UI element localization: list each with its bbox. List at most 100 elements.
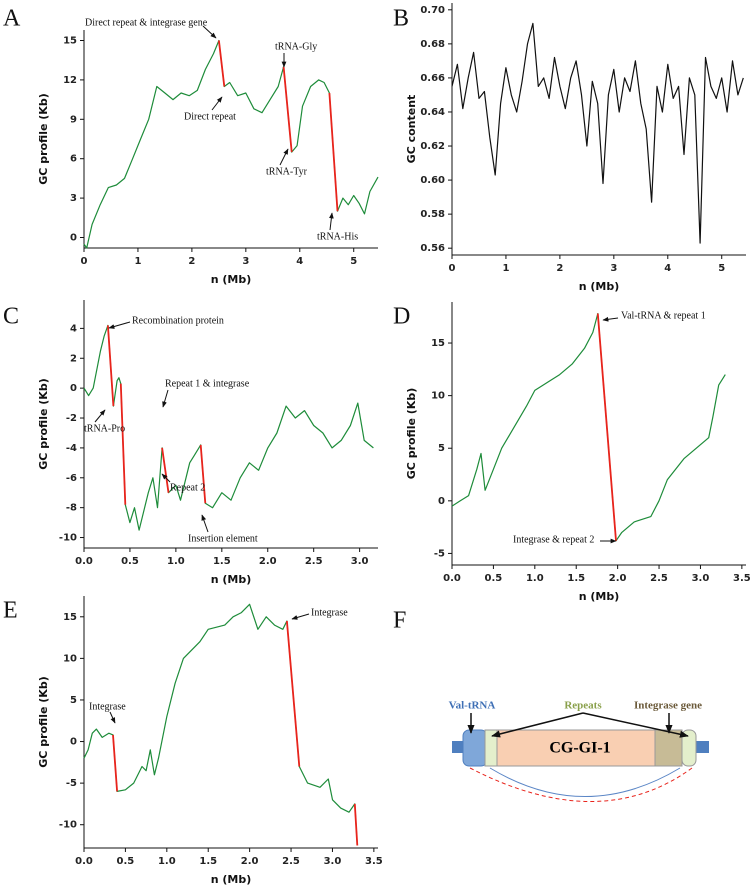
- annotation: Integrase: [89, 701, 126, 712]
- annotation: Repeat 1 & integrase: [165, 378, 250, 389]
- y-tick-label: 0: [438, 496, 445, 507]
- x-tick-label: 2: [188, 256, 195, 267]
- x-tick-label: 0.5: [485, 573, 503, 584]
- x-tick-label: 3: [610, 263, 617, 274]
- y-tick-label: 15: [431, 338, 445, 349]
- annotation: tRNA-Tyr: [266, 166, 308, 177]
- y-tick-label: 6: [70, 154, 77, 165]
- y-tick-label: 2: [70, 353, 77, 364]
- y-tick-label: 0.62: [420, 141, 445, 152]
- annotation-arrow: [602, 316, 619, 322]
- x-tick-label: 1: [502, 263, 509, 274]
- x-axis-label: n (Mb): [579, 590, 620, 603]
- y-axis-label: GC profile (Kb): [37, 93, 50, 184]
- y-tick-label: 4: [70, 323, 77, 334]
- y-tick-label: -10: [59, 533, 77, 544]
- x-axis-label: n (Mb): [211, 573, 252, 586]
- annotation-arrow: [202, 25, 217, 39]
- y-tick-label: -6: [66, 473, 77, 484]
- x-axis-label: n (Mb): [211, 873, 252, 886]
- y-tick-label: 9: [70, 114, 77, 125]
- trna-label: Val-tRNA: [449, 700, 496, 712]
- x-tick-label: 4: [664, 263, 671, 274]
- annotation: Direct repeat & integrase gene: [85, 17, 208, 28]
- y-tick-label: 0: [70, 232, 77, 243]
- x-tick-label: 1.0: [158, 856, 176, 867]
- annotation: Integrase & repeat 2: [513, 534, 594, 545]
- x-tick-label: 0.5: [117, 856, 135, 867]
- x-tick-label: 2.5: [305, 556, 323, 567]
- y-axis-label: GC content: [405, 95, 418, 164]
- annotation-arrow: [108, 321, 131, 329]
- y-tick-label: 0: [70, 737, 77, 748]
- annotation-arrow: [279, 148, 289, 166]
- annotation: Recombination protein: [132, 315, 224, 326]
- line-series: [596, 313, 617, 541]
- annotation: Insertion element: [188, 533, 258, 544]
- x-tick-label: 3.5: [733, 573, 751, 584]
- y-axis-label: GC profile (Kb): [37, 378, 50, 469]
- repeats-label: Repeats: [564, 700, 602, 712]
- line-series: [112, 620, 359, 846]
- x-tick-label: 5: [350, 256, 357, 267]
- annotation: Integrase: [311, 607, 348, 618]
- x-tick-label: 0.5: [121, 556, 139, 567]
- y-tick-label: 5: [70, 695, 77, 706]
- x-tick-label: 1.5: [567, 573, 585, 584]
- x-tick-label: 5: [718, 263, 725, 274]
- integrase-label: Integrase gene: [634, 700, 702, 712]
- y-tick-label: 10: [63, 653, 77, 664]
- excision-path: [469, 767, 693, 802]
- annotation-arrow: [211, 96, 223, 111]
- annotation: Val-tRNA & repeat 1: [621, 310, 706, 321]
- x-axis-label: n (Mb): [211, 273, 252, 286]
- x-tick-label: 2.0: [609, 573, 627, 584]
- y-tick-label: 0.58: [420, 209, 445, 220]
- x-tick-label: 3.0: [692, 573, 710, 584]
- arrow: [491, 712, 584, 738]
- x-tick-label: 3.0: [324, 856, 342, 867]
- x-tick-label: 4: [296, 256, 303, 267]
- y-tick-label: 3: [70, 193, 77, 204]
- annotation: Repeat 2: [170, 482, 205, 493]
- y-tick-label: -5: [66, 778, 77, 789]
- y-tick-label: -5: [434, 548, 445, 559]
- x-tick-label: 1.5: [213, 556, 231, 567]
- x-tick-label: 1.5: [199, 856, 217, 867]
- y-tick-label: -2: [66, 413, 77, 424]
- y-tick-label: -4: [66, 443, 77, 454]
- annotation-arrow: [328, 212, 334, 231]
- y-tick-label: 0.60: [420, 175, 445, 186]
- x-axis-label: n (Mb): [579, 280, 620, 293]
- x-tick-label: 1: [134, 256, 141, 267]
- line-series: [451, 22, 744, 244]
- annotation-arrow: [162, 389, 169, 408]
- annotation-arrow: [291, 613, 310, 620]
- panel-letter: F: [393, 608, 406, 634]
- y-tick-label: 0.70: [420, 5, 445, 16]
- annotation-arrow: [94, 409, 106, 423]
- y-tick-label: -8: [66, 503, 77, 514]
- annotation-arrow: [109, 711, 116, 724]
- line-series: [107, 325, 207, 505]
- y-tick-label: 0.68: [420, 39, 445, 50]
- trna-block: [462, 729, 488, 767]
- y-tick-label: -10: [59, 820, 77, 831]
- y-axis-label: GC profile (Kb): [37, 676, 50, 767]
- y-tick-label: 0: [70, 383, 77, 394]
- x-tick-label: 3.0: [351, 556, 369, 567]
- y-tick-label: 12: [63, 75, 77, 86]
- x-tick-label: 0: [81, 256, 88, 267]
- annotation-arrow: [161, 473, 171, 483]
- island-block: [496, 729, 656, 767]
- annotation-arrow: [201, 514, 209, 533]
- annotation: tRNA-His: [317, 231, 358, 242]
- annotation: tRNA-Pro: [84, 423, 125, 434]
- y-tick-label: 5: [438, 443, 445, 454]
- panel-letter: C: [3, 304, 19, 330]
- repeat-block: [681, 729, 697, 767]
- y-tick-label: 10: [431, 391, 445, 402]
- panel-letter: B: [393, 6, 409, 32]
- x-tick-label: 1.0: [526, 573, 544, 584]
